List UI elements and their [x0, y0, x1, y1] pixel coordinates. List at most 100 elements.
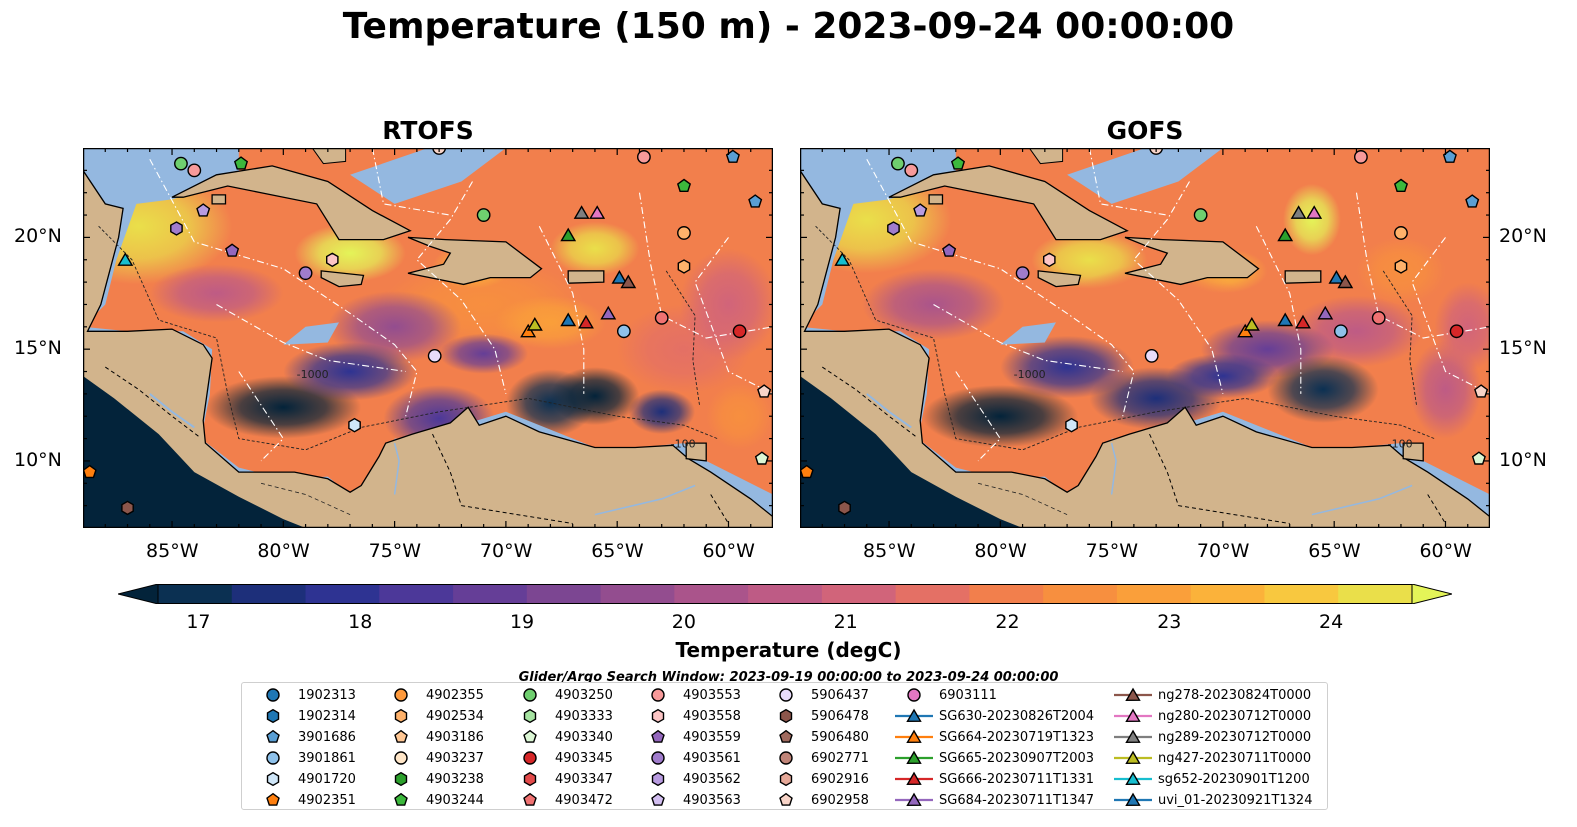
- legend-label: ng427-20230711T0000: [1158, 750, 1312, 766]
- legend-label: SG666-20230711T1331: [939, 771, 1095, 787]
- legend-item: sg652-20230901T1200: [1112, 769, 1310, 789]
- lon-tick-label: 75°W: [368, 540, 422, 562]
- legend-marker: [1125, 687, 1141, 702]
- legend-label: 4903472: [555, 792, 613, 808]
- legend-item: SG684-20230711T1347: [893, 790, 1094, 810]
- legend-item: 3901686: [252, 727, 356, 747]
- observation-marker: [233, 156, 249, 170]
- legend-marker: [266, 771, 280, 787]
- observation-marker: [348, 417, 361, 433]
- legend-label: 4903345: [555, 750, 613, 766]
- observation-marker: [757, 384, 772, 398]
- contour-label: -100: [671, 438, 696, 451]
- legend-label: 4903250: [555, 687, 613, 703]
- legend-marker: [651, 708, 665, 724]
- panel-title-rtofs: RTOFS: [382, 116, 474, 145]
- legend-label: 4903347: [555, 771, 613, 787]
- legend-label: 5906478: [811, 708, 869, 724]
- legend-item: ng289-20230712T0000: [1112, 727, 1311, 747]
- legend-item: 6902771: [765, 748, 869, 768]
- legend-item: 4903244: [380, 790, 484, 810]
- lon-tick-label: 85°W: [863, 540, 916, 562]
- observation-marker: [526, 317, 543, 331]
- colorbar-tick-label: 23: [1157, 611, 1182, 633]
- legend-label: sg652-20230901T1200: [1158, 771, 1310, 787]
- observation-marker: [800, 464, 814, 479]
- legend-item: 4903186: [380, 727, 484, 747]
- observation-marker: [1295, 314, 1311, 329]
- colorbar-tick-label: 22: [995, 611, 1020, 633]
- observation-marker: [225, 243, 240, 257]
- legend-item: 4903472: [509, 790, 613, 810]
- legend-item: 5906480: [765, 727, 869, 747]
- observation-marker: [117, 252, 134, 266]
- observation-marker: [1243, 317, 1260, 331]
- observation-marker: [654, 310, 669, 325]
- legend-marker: [523, 771, 537, 787]
- observation-marker: [748, 194, 763, 208]
- lon-tick-label: 60°W: [702, 540, 755, 562]
- legend-marker: [394, 688, 408, 702]
- legend-marker: [394, 729, 408, 743]
- legend-marker: [394, 751, 408, 765]
- observation-marker: [187, 163, 202, 178]
- legend-marker: [523, 751, 537, 765]
- legend-marker: [906, 792, 922, 807]
- map-panel-gofs: -1000 -100: [800, 148, 1490, 528]
- legend-item: 4903333: [509, 706, 613, 726]
- legend-label: SG664-20230719T1323: [939, 729, 1095, 745]
- observation-marker: [1337, 274, 1354, 289]
- observation-marker: [196, 203, 211, 217]
- observation-marker: [1042, 252, 1056, 268]
- figure-title: Temperature (150 m) - 2023-09-24 00:00:0…: [342, 6, 1235, 47]
- observation-marker: [573, 205, 590, 219]
- legend-marker: [1125, 771, 1141, 786]
- observation-marker: [616, 324, 631, 339]
- legend-marker: [266, 729, 280, 743]
- legend-label: 6903111: [939, 687, 997, 703]
- legend-marker: [266, 708, 280, 724]
- observation-marker: [1465, 194, 1480, 208]
- legend-marker: [394, 708, 408, 724]
- observation-marker: [1277, 227, 1294, 242]
- observation-marker: [676, 178, 692, 192]
- legend-label: ng278-20230824T0000: [1158, 687, 1312, 703]
- legend-marker: [394, 771, 408, 787]
- colorbar-tick-label: 24: [1319, 611, 1344, 633]
- legend-item: 4901720: [252, 769, 356, 789]
- legend-item: 6902916: [765, 769, 869, 789]
- legend-marker: [266, 688, 280, 702]
- observation-marker: [1354, 150, 1368, 164]
- legend-label: 6902916: [811, 771, 869, 787]
- legend-marker: [1125, 792, 1141, 807]
- legend-label: 4903563: [683, 792, 741, 808]
- legend-marker: [394, 792, 408, 806]
- colorbar-tick-label: 20: [671, 611, 696, 633]
- observation-marker: [1328, 269, 1345, 284]
- legend-marker: [779, 708, 793, 724]
- panel-title-gofs: GOFS: [1106, 116, 1184, 145]
- observation-marker: [560, 312, 577, 327]
- legend-item: 6902958: [765, 790, 869, 810]
- observation-marker: [578, 314, 594, 329]
- search-window-text: Glider/Argo Search Window: 2023-09-19 00…: [518, 670, 1059, 682]
- observation-marker: [1306, 205, 1323, 219]
- legend-marker: [523, 729, 537, 743]
- observation-marker: [325, 252, 339, 268]
- legend-item: 4903250: [509, 685, 613, 705]
- lat-tick-label-right: 15°N: [1499, 337, 1547, 360]
- legend-label: 4902351: [298, 792, 356, 808]
- observation-marker: [121, 500, 134, 516]
- legend-item: 3901861: [252, 748, 356, 768]
- legend-marker: [906, 750, 922, 765]
- map-panel-rtofs: -1000 -100: [83, 148, 773, 528]
- contour-label: -1000: [297, 368, 329, 381]
- lon-tick-label: 70°W: [1196, 540, 1250, 562]
- legend-item: 4903559: [637, 727, 741, 747]
- legend-label: 4903340: [555, 729, 613, 745]
- legend-marker: [651, 688, 665, 702]
- legend-label: 4903558: [683, 708, 741, 724]
- legend-item: ng278-20230824T0000: [1112, 685, 1311, 705]
- observation-marker: [887, 221, 900, 236]
- observation-marker: [1144, 348, 1159, 363]
